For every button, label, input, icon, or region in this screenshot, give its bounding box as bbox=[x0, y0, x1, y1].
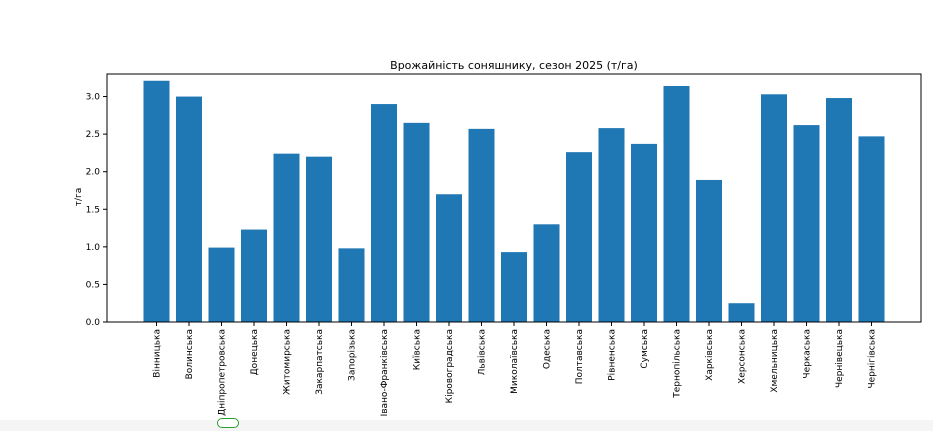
x-tick-label: Чернігівська bbox=[868, 329, 878, 389]
chart-title: Врожайність соняшнику, сезон 2025 (т/га) bbox=[390, 59, 638, 72]
bar-17 bbox=[663, 86, 690, 323]
bar-14 bbox=[566, 152, 592, 322]
bar-23 bbox=[858, 136, 885, 322]
bar-20 bbox=[761, 94, 787, 322]
x-tick-label: Чернівецька bbox=[835, 329, 845, 388]
x-tick-label: Кіровоградська bbox=[445, 329, 455, 403]
bar-18 bbox=[696, 179, 722, 322]
x-tick-label: Донецька bbox=[250, 329, 260, 375]
y-tick-label: 0.0 bbox=[86, 318, 101, 328]
x-tick-label: Запорізька bbox=[348, 329, 358, 381]
bar-22 bbox=[826, 98, 852, 322]
bars-group bbox=[143, 80, 885, 323]
x-tick-label: Вінницька bbox=[153, 329, 163, 378]
x-tick-label: Черкаська bbox=[803, 329, 813, 379]
x-tick-label: Закарпатська bbox=[315, 329, 325, 395]
x-tick-label: Херсонська bbox=[738, 329, 748, 384]
bar-13 bbox=[533, 224, 560, 322]
x-tick-label: Миколаївська bbox=[510, 329, 520, 394]
x-tick-label: Полтавська bbox=[575, 329, 585, 384]
y-axis-title: т/га bbox=[74, 188, 84, 207]
bar-21 bbox=[793, 125, 820, 322]
x-tick-label: Дніпропетровська bbox=[218, 329, 228, 416]
x-tick-label: Рівненська bbox=[608, 329, 618, 381]
y-tick-label: 2.0 bbox=[86, 168, 101, 178]
bar-4 bbox=[241, 229, 267, 322]
bar-2 bbox=[176, 96, 202, 322]
bar-11 bbox=[468, 128, 495, 322]
y-tick-label: 2.5 bbox=[86, 130, 100, 140]
bar-8 bbox=[371, 104, 397, 322]
cursor-highlight bbox=[217, 418, 239, 428]
y-axis-ticks: 0.0 0.5 1.0 1.5 2.0 2.5 3.0 bbox=[86, 93, 107, 328]
bar-9 bbox=[403, 122, 430, 322]
bar-15 bbox=[598, 128, 625, 322]
bar-5 bbox=[273, 153, 300, 322]
bottom-status-strip bbox=[0, 420, 933, 431]
bar-1 bbox=[143, 80, 170, 322]
x-tick-label: Львівська bbox=[478, 329, 488, 375]
x-axis-ticks: Вінницька Волинська Дніпропетровська Донець… bbox=[153, 322, 878, 416]
bar-7 bbox=[338, 248, 365, 322]
x-tick-label: Хмельницька bbox=[770, 329, 780, 393]
bar-3 bbox=[208, 247, 235, 322]
plot-frame bbox=[106, 73, 922, 323]
bar-16 bbox=[631, 143, 657, 322]
x-tick-label: Тернопільська bbox=[673, 329, 683, 399]
x-tick-label: Волинська bbox=[185, 329, 195, 379]
x-tick-label: Івано-Франківська bbox=[380, 329, 390, 416]
y-tick-label: 3.0 bbox=[86, 93, 101, 103]
y-tick-label: 1.5 bbox=[86, 205, 100, 215]
bar-19 bbox=[728, 303, 755, 322]
bar-6 bbox=[306, 156, 332, 322]
bar-10 bbox=[436, 194, 462, 322]
x-tick-label: Одеська bbox=[543, 329, 553, 369]
y-tick-label: 0.5 bbox=[86, 280, 100, 290]
bar-12 bbox=[501, 252, 527, 322]
x-tick-label: Житомирська bbox=[283, 329, 293, 395]
x-tick-label: Харківська bbox=[705, 329, 715, 381]
x-tick-label: Сумська bbox=[640, 329, 650, 369]
x-tick-label: Київська bbox=[413, 329, 423, 370]
y-tick-label: 1.0 bbox=[86, 243, 101, 253]
